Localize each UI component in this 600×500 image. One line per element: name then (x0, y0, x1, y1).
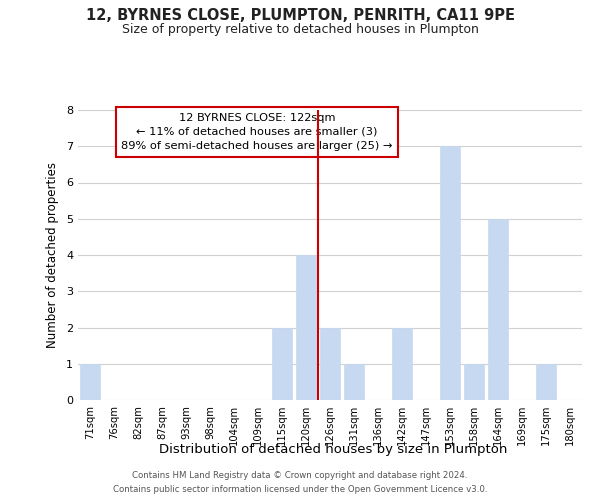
Text: Contains public sector information licensed under the Open Government Licence v3: Contains public sector information licen… (113, 484, 487, 494)
Text: Size of property relative to detached houses in Plumpton: Size of property relative to detached ho… (122, 22, 478, 36)
Bar (464, 364, 484, 400)
Text: Contains HM Land Registry data © Crown copyright and database right 2024.: Contains HM Land Registry data © Crown c… (132, 472, 468, 480)
Bar (344, 364, 364, 400)
Bar (296, 255, 316, 400)
Text: 12, BYRNES CLOSE, PLUMPTON, PENRITH, CA11 9PE: 12, BYRNES CLOSE, PLUMPTON, PENRITH, CA1… (86, 8, 515, 22)
Y-axis label: Number of detached properties: Number of detached properties (46, 162, 59, 348)
Bar (272, 328, 292, 400)
Bar (320, 328, 340, 400)
Text: Distribution of detached houses by size in Plumpton: Distribution of detached houses by size … (159, 442, 507, 456)
Bar (488, 219, 508, 400)
Bar (440, 146, 460, 400)
Bar (80, 364, 100, 400)
Text: 12 BYRNES CLOSE: 122sqm
← 11% of detached houses are smaller (3)
89% of semi-det: 12 BYRNES CLOSE: 122sqm ← 11% of detache… (121, 113, 392, 151)
Bar (392, 328, 412, 400)
Bar (536, 364, 556, 400)
